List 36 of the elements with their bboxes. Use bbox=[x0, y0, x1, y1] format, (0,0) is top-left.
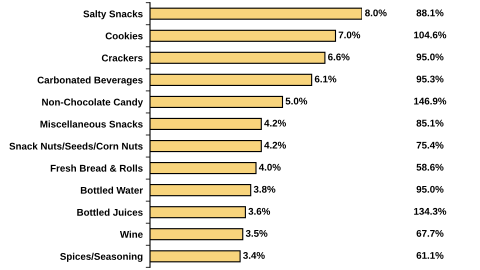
data-label: 3.6% bbox=[248, 208, 270, 215]
y-tick-label: Crackers bbox=[102, 54, 143, 62]
y2-tick-label: 134.3% bbox=[414, 208, 446, 215]
y-tick-label: Fresh Bread & Rolls bbox=[50, 164, 143, 172]
y-tick-label: Snack Nuts/Seeds/Corn Nuts bbox=[9, 142, 143, 150]
data-label: 3.8% bbox=[254, 186, 276, 193]
data-label: 5.0% bbox=[286, 98, 308, 105]
y2-tick-label: 67.7% bbox=[416, 230, 444, 237]
y2-tick-label: 58.6% bbox=[416, 164, 444, 171]
y-tick-label: Miscellaneous Snacks bbox=[40, 120, 143, 128]
y2-tick-label: 95.0% bbox=[416, 54, 444, 60]
y2-tick-label: 75.4% bbox=[416, 142, 444, 149]
data-label: 4.2% bbox=[264, 120, 286, 127]
y2-tick-label: 95.0% bbox=[416, 186, 444, 193]
y-tick-label: Bottled Water bbox=[80, 186, 143, 194]
data-label: 7.0% bbox=[338, 32, 360, 38]
data-label: 4.0% bbox=[258, 164, 281, 171]
y-tick-label: Salty Snacks bbox=[83, 10, 143, 20]
y2-tick-label: 88.1% bbox=[416, 9, 444, 16]
y-tick-label: Carbonated Beverages bbox=[38, 76, 143, 86]
y2-tick-label: 104.6% bbox=[414, 32, 446, 38]
y-tick-label: Bottled Juices bbox=[77, 208, 143, 216]
y-tick-label: Cookies bbox=[106, 32, 143, 40]
data-label: 3.4% bbox=[243, 252, 265, 259]
data-label: 6.1% bbox=[314, 76, 336, 82]
y2-tick-label: 146.9% bbox=[414, 98, 446, 105]
data-label: 6.6% bbox=[328, 54, 350, 60]
y-tick-label: Non-Chocolate Candy bbox=[42, 98, 144, 108]
y2-tick-label: 95.3% bbox=[416, 76, 444, 82]
y2-tick-label: 61.1% bbox=[416, 252, 444, 259]
y2-tick-label: 85.1% bbox=[416, 120, 444, 127]
y-tick-label: Wine bbox=[120, 230, 143, 238]
y-tick-label: Spices/Seasoning bbox=[60, 252, 142, 262]
data-label: 8.0% bbox=[365, 9, 387, 16]
data-label: 3.5% bbox=[246, 230, 268, 237]
data-label: 4.2% bbox=[264, 142, 286, 149]
